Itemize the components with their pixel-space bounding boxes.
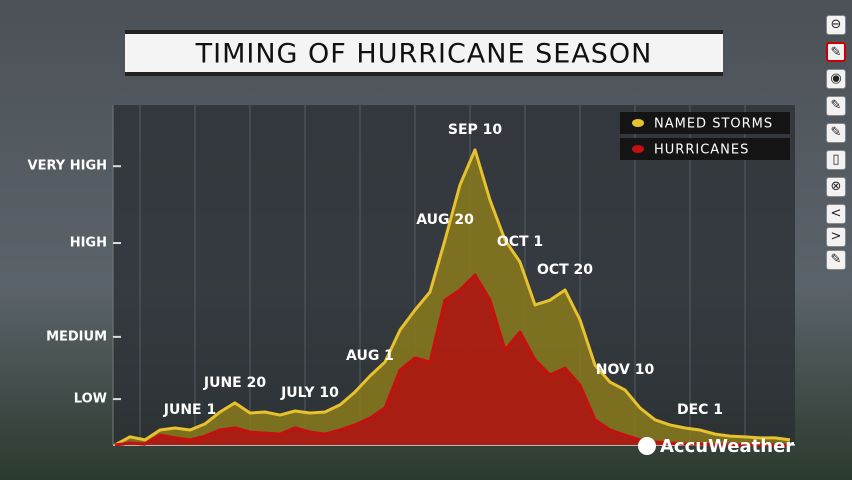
date-annotation: AUG 1: [346, 348, 394, 364]
y-tick-label: VERY HIGH: [28, 159, 107, 174]
eraser-button[interactable]: ▯: [826, 150, 846, 170]
date-annotation: JUNE 20: [203, 375, 266, 391]
legend-box: [620, 138, 790, 160]
date-annotation: SEP 10: [448, 122, 503, 138]
pen-button[interactable]: ✎: [826, 42, 846, 62]
legend-label: NAMED STORMS: [654, 117, 773, 132]
date-annotation: OCT 1: [497, 234, 543, 250]
date-annotation: JULY 10: [280, 385, 339, 401]
y-tick-label: LOW: [74, 392, 107, 407]
clear-button[interactable]: ⊗: [826, 177, 846, 197]
y-tick-label: MEDIUM: [46, 329, 107, 344]
legend-label: HURRICANES: [654, 143, 749, 158]
date-annotation: JUNE 1: [163, 402, 216, 418]
forward-button[interactable]: >: [826, 227, 846, 247]
date-annotation: NOV 10: [596, 362, 655, 378]
date-annotation: AUG 20: [416, 212, 474, 228]
zoom-out-button[interactable]: ⊖: [826, 15, 846, 35]
back-button[interactable]: <: [826, 204, 846, 224]
brand-logo: [638, 437, 656, 455]
title-rule: [125, 30, 723, 34]
title-rule: [125, 72, 723, 76]
legend-swatch: [632, 145, 644, 153]
marker-button[interactable]: ✎: [826, 96, 846, 116]
edit-button[interactable]: ✎: [826, 250, 846, 270]
date-annotation: DEC 1: [677, 402, 723, 418]
title-box: [125, 30, 723, 76]
legend-swatch: [632, 119, 644, 127]
brand-name: AccuWeather: [660, 436, 794, 457]
legend-box: [620, 112, 790, 134]
chart-title: TIMING OF HURRICANE SEASON: [195, 39, 653, 70]
area-line: [114, 273, 790, 447]
date-annotation: OCT 20: [537, 262, 593, 278]
area-line: [114, 148, 791, 447]
area: [115, 275, 790, 445]
y-tick-label: HIGH: [70, 236, 107, 251]
color-button[interactable]: ◉: [826, 69, 846, 89]
brush-button[interactable]: ✎: [826, 123, 846, 143]
